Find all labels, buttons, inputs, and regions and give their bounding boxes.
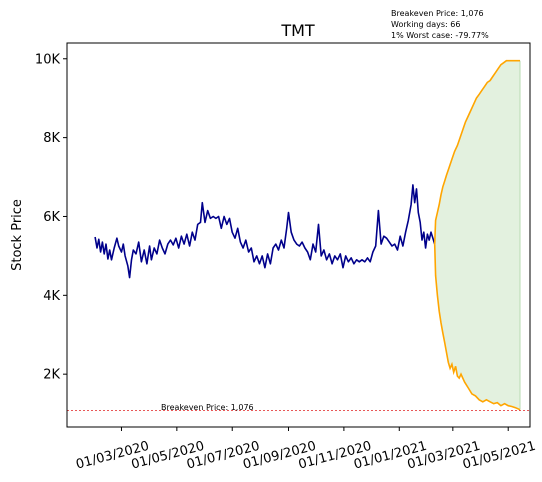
y-tick-label: 4K: [43, 289, 60, 304]
y-tick-label: 6K: [43, 210, 60, 225]
info-line-working-days: Working days: 66: [391, 20, 460, 29]
forecast-lower-line: [433, 244, 521, 411]
chart-title: TMT: [280, 21, 315, 40]
y-tick-label: 8K: [43, 131, 60, 146]
y-axis-label: Stock Price: [10, 199, 25, 271]
plot-frame: [66, 42, 531, 428]
forecast-band-layer: [434, 60, 521, 410]
x-axis: 01/03/202001/05/202001/07/202001/09/2020…: [74, 427, 537, 473]
breakeven-label: Breakeven Price: 1,076: [161, 403, 254, 412]
series-layer: [94, 59, 521, 411]
y-axis: 2K 4K 6K 8K 10K: [35, 52, 67, 383]
y-tick-label: 2K: [43, 368, 60, 383]
info-line-breakeven: Breakeven Price: 1,076: [391, 9, 484, 18]
forecast-upper-line: [433, 59, 520, 245]
y-tick-label: 10K: [35, 52, 61, 67]
info-line-worst-case: 1% Worst case: -79.77%: [391, 31, 489, 40]
history-series-line: [94, 184, 436, 279]
forecast-band: [434, 60, 520, 410]
